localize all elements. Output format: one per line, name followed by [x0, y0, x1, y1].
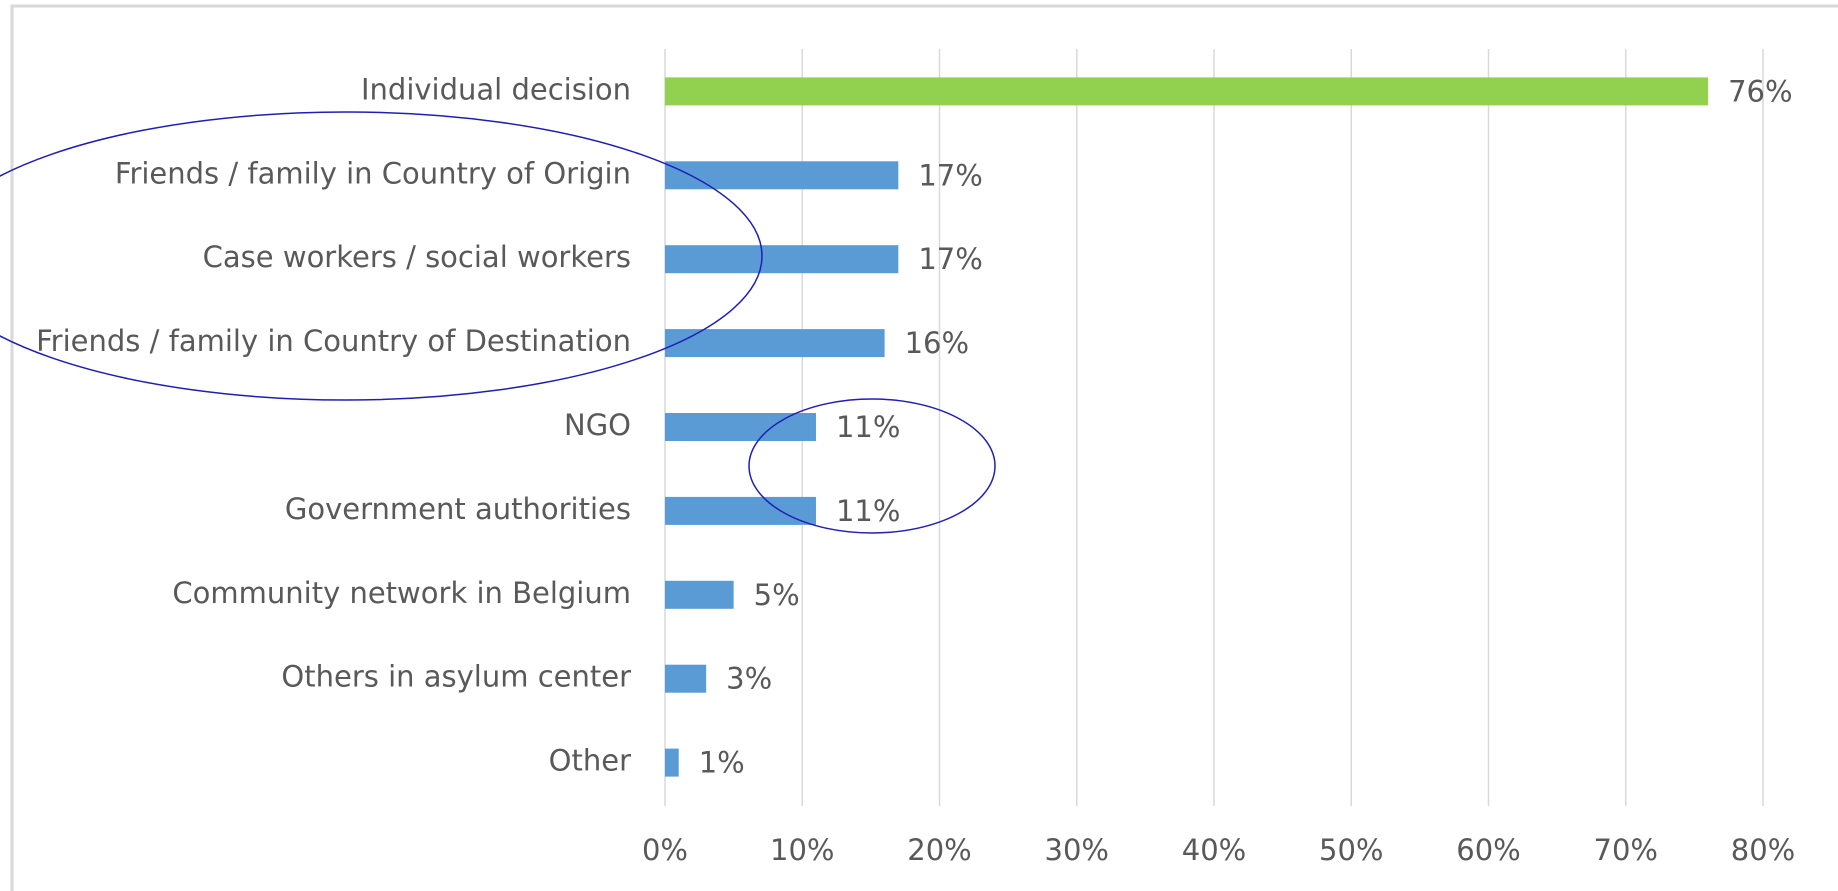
data-label: 1%	[699, 746, 745, 780]
y-tick-label: NGO	[564, 408, 631, 442]
bar	[665, 245, 899, 274]
data-label: 11%	[836, 494, 900, 528]
x-tick-label: 80%	[1731, 833, 1795, 867]
y-tick-label: Friends / family in Country of Origin	[115, 156, 631, 190]
bar	[665, 580, 734, 609]
y-tick-label: Community network in Belgium	[172, 576, 631, 610]
x-tick-label: 50%	[1319, 833, 1383, 867]
y-tick-label: Individual decision	[361, 72, 631, 106]
bar	[665, 161, 899, 190]
data-label: 16%	[905, 326, 969, 360]
x-tick-label: 0%	[642, 833, 688, 867]
data-label: 11%	[836, 410, 900, 444]
annotation-ellipse	[0, 111, 763, 401]
x-tick-label: 20%	[907, 833, 971, 867]
chart-frame	[10, 4, 1838, 891]
data-label: 3%	[726, 662, 772, 696]
y-tick-label: Friends / family in Country of Destinati…	[36, 324, 631, 358]
x-tick-label: 30%	[1045, 833, 1109, 867]
bar	[665, 413, 816, 441]
annotation-ellipse	[748, 398, 996, 534]
y-tick-label: Others in asylum center	[281, 660, 631, 694]
data-label: 76%	[1728, 74, 1792, 108]
data-label: 17%	[918, 242, 982, 276]
y-tick-label: Other	[549, 744, 631, 778]
bar	[665, 664, 707, 693]
data-label: 5%	[754, 578, 800, 612]
data-label: 17%	[918, 158, 982, 192]
bar	[665, 496, 816, 525]
y-tick-label: Case workers / social workers	[203, 240, 631, 274]
x-tick-label: 40%	[1182, 833, 1246, 867]
x-tick-label: 10%	[770, 833, 834, 867]
x-tick-label: 60%	[1456, 833, 1520, 867]
bar	[665, 329, 885, 358]
bar	[665, 77, 1709, 106]
x-tick-label: 70%	[1594, 833, 1658, 867]
bar	[665, 748, 679, 777]
y-tick-label: Government authorities	[285, 492, 631, 526]
plot: 0% 10% 20% 30% 40% 50% 60% 70% 80% Individual dec…	[36, 49, 1795, 867]
